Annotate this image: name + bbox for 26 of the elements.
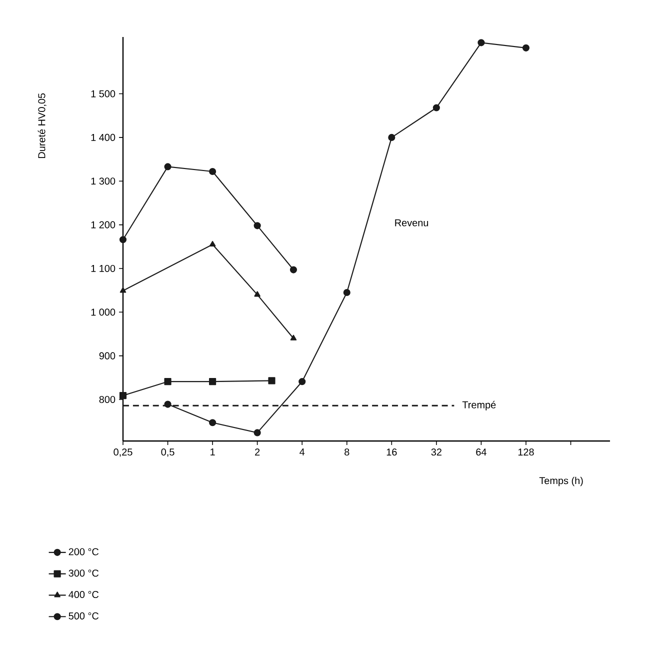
y-tick-label: 1 000: [91, 308, 116, 316]
x-tick-label: 64: [476, 448, 486, 456]
y-tick-label: 1 500: [91, 90, 116, 98]
x-tick-label: 0,5: [161, 448, 174, 457]
legend-label: 400 °C: [68, 591, 99, 598]
y-tick-label: 1 300: [91, 178, 116, 185]
x-tick-label: 1: [210, 448, 215, 456]
x-tick-label: 8: [344, 448, 350, 456]
x-axis-title: Temps (h): [539, 476, 583, 486]
y-tick-label: 1 100: [91, 264, 116, 272]
annotation: Revenu: [395, 219, 428, 226]
y-axis-title: Dureté HV0,05: [38, 93, 46, 158]
x-tick-label: 32: [431, 448, 442, 456]
x-tick-label: 0,25: [114, 448, 132, 457]
x-tick-label: 128: [518, 448, 534, 456]
legend-label: 300 °C: [68, 570, 99, 577]
y-tick-label: 800: [99, 396, 116, 404]
y-tick-label: 1 200: [91, 221, 116, 228]
x-tick-label: 4: [300, 448, 305, 456]
ref-line-label: Trempé: [462, 400, 496, 410]
y-tick-label: 1 400: [91, 134, 116, 141]
x-tick-label: 16: [386, 448, 397, 456]
legend-label: 500 °C: [68, 612, 99, 620]
legend-label: 200 °C: [68, 548, 99, 556]
y-tick-label: 900: [99, 352, 116, 360]
x-tick-label: 2: [255, 448, 260, 456]
